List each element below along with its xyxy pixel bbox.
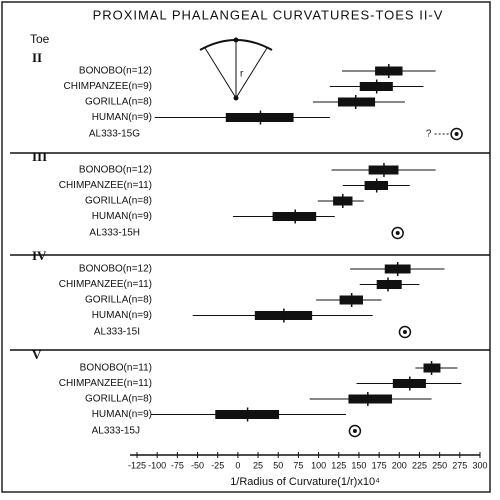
row-label: BONOBO(n=12) bbox=[79, 264, 152, 275]
x-tick-label: -125 bbox=[128, 460, 146, 470]
row-label: GORILLA(n=8) bbox=[85, 97, 152, 108]
x-tick-label: 275 bbox=[452, 460, 467, 470]
range-box bbox=[337, 97, 376, 107]
fossil-point bbox=[352, 429, 357, 433]
row-label: CHIMPANZEE(n=9) bbox=[64, 81, 152, 92]
x-tick-label: -25 bbox=[211, 460, 224, 470]
x-tick-label: 0 bbox=[235, 460, 240, 470]
fossil-annotation: ? bbox=[426, 129, 432, 140]
range-box bbox=[376, 280, 402, 289]
diagram-label: r bbox=[240, 69, 244, 80]
x-tick-label: -75 bbox=[171, 460, 184, 470]
range-box bbox=[348, 394, 393, 404]
row-label: BONOBO(n=11) bbox=[80, 363, 152, 374]
fossil-point bbox=[402, 330, 407, 334]
toe-label: V bbox=[32, 347, 42, 362]
fossil-label: AL333-15J bbox=[92, 426, 140, 437]
curvature-diagram bbox=[199, 37, 273, 101]
x-tick-label: 200 bbox=[392, 460, 407, 470]
frame bbox=[1, 1, 491, 493]
x-tick-label: -100 bbox=[148, 460, 166, 470]
fossil-label: AL333-15H bbox=[89, 228, 140, 239]
x-tick-label: 50 bbox=[273, 460, 283, 470]
row-label: HUMAN(n=9) bbox=[92, 211, 152, 222]
row-label: CHIMPANZEE(n=11) bbox=[59, 378, 152, 389]
x-tick-label: 250 bbox=[432, 460, 447, 470]
range-box bbox=[272, 212, 317, 221]
range-box bbox=[225, 113, 294, 122]
toe-label: II bbox=[32, 50, 42, 65]
row-label: HUMAN(n=9) bbox=[92, 409, 152, 420]
group-label: Toe bbox=[30, 32, 50, 46]
row-label: BONOBO(n=12) bbox=[79, 165, 152, 176]
row-label: GORILLA(n=8) bbox=[85, 196, 152, 207]
x-tick-label: 125 bbox=[331, 460, 346, 470]
fossil-point bbox=[454, 132, 459, 136]
x-axis-label: 1/Radius of Curvature(1/r)x10⁴ bbox=[230, 476, 380, 488]
x-tick-label: 75 bbox=[293, 460, 303, 470]
x-tick-label: -50 bbox=[191, 460, 204, 470]
toe-label: IV bbox=[32, 248, 47, 263]
fossil-point bbox=[395, 231, 400, 235]
toe-label: III bbox=[32, 149, 47, 164]
row-label: BONOBO(n=12) bbox=[79, 66, 152, 77]
x-tick-label: 175 bbox=[372, 460, 387, 470]
fossil-label: AL333-15I bbox=[94, 327, 140, 338]
chart-title: PROXIMAL PHALANGEAL CURVATURES-TOES II-V bbox=[93, 7, 444, 22]
x-tick-label: 300 bbox=[472, 460, 487, 470]
row-label: GORILLA(n=8) bbox=[85, 295, 152, 306]
row-label: HUMAN(n=9) bbox=[92, 112, 152, 123]
x-tick-label: 100 bbox=[311, 460, 326, 470]
row-label: GORILLA(n=8) bbox=[85, 394, 152, 405]
row-label: CHIMPANZEE(n=11) bbox=[59, 279, 152, 290]
x-tick-label: 25 bbox=[253, 460, 263, 470]
row-label: CHIMPANZEE(n=11) bbox=[59, 180, 152, 191]
fossil-label: AL333-15G bbox=[89, 129, 140, 140]
row-label: HUMAN(n=9) bbox=[92, 310, 152, 321]
x-tick-label: 150 bbox=[351, 460, 366, 470]
x-tick-label: 225 bbox=[412, 460, 427, 470]
